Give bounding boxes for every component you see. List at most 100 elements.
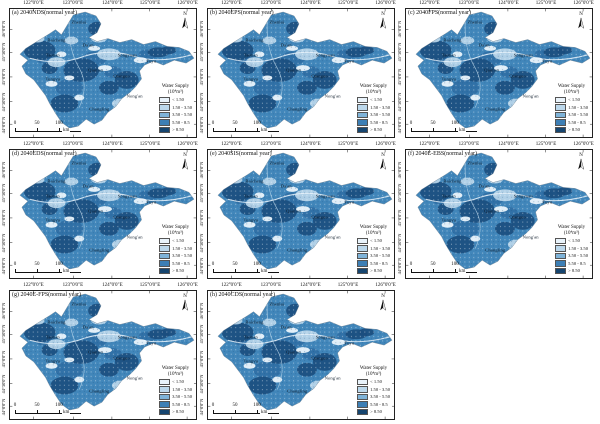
legend-swatch — [357, 119, 369, 126]
lon-tick-label: 123°0'0"E — [458, 142, 480, 147]
city-label: Taonan — [441, 52, 456, 58]
legend-label: 1.50 - 3.50 — [172, 386, 192, 392]
lon-tick-label: 125°0'0"E — [535, 1, 557, 6]
map-frame: (a) 2040NDS(normal year) N Zhenlai Baiche… — [9, 8, 197, 138]
legend-label: > 8.50 — [370, 127, 382, 133]
legend-subtitle: (10⁴m³) — [365, 371, 382, 377]
lon-tick-label: 126°0'0"E — [375, 142, 396, 147]
legend: Water Supply (10⁴m³) < 1.50 1.50 - 3.50 3.… — [553, 83, 590, 134]
city-label: Tongyu — [45, 76, 61, 82]
map-panel: 122°0'0"E 123°0'0"E 124°0'0"E 125°0'0"E 126°… — [198, 141, 396, 282]
legend-label: < 1.50 — [370, 379, 382, 385]
map-frame: (f) 2040E-EBS(normal year) N Zhenlai Baic… — [405, 149, 593, 279]
legend-title: Water Supply — [557, 84, 586, 90]
legend-swatch — [159, 386, 171, 393]
legend-entries: < 1.50 1.50 - 3.50 3.50 - 5.50 5.50 - 8.5 > … — [159, 378, 192, 415]
lon-tick-label: 125°0'0"E — [139, 283, 161, 288]
city-label: Zhenlai — [71, 160, 87, 166]
scale-tick — [213, 269, 214, 272]
city-labels: Zhenlai Baicheng Da'an Taonan Songyuan Fuyu Qi… — [10, 150, 196, 278]
city-label: Zhenlai — [71, 301, 87, 307]
city-label: Da'an — [478, 183, 490, 189]
city-label: Nong'an — [522, 234, 539, 240]
legend-label: 1.50 - 3.50 — [568, 245, 588, 251]
legend-label: < 1.50 — [370, 97, 382, 103]
legend-entry: 1.50 - 3.50 — [159, 386, 192, 393]
scale-bar: 0 50 100 km — [410, 262, 491, 274]
lon-tick-label: 122°0'0"E — [221, 283, 242, 288]
scale-numbers: 0 50 100 — [410, 121, 491, 127]
panel-title: (b) 2040EPS(normal year) — [210, 10, 274, 16]
legend-entry: 3.50 - 5.50 — [357, 252, 390, 259]
legend-entry: 1.50 - 3.50 — [555, 245, 588, 252]
scale-tick — [257, 410, 258, 413]
lon-tick-label: 122°0'0"E — [221, 1, 242, 6]
legend-label: < 1.50 — [568, 238, 580, 244]
panel-title: (d) 2040EDS(normal year) — [12, 151, 77, 157]
lon-tick-label: 123°0'0"E — [62, 1, 84, 6]
scale-tick-number: 100 — [253, 403, 261, 408]
lat-tick-label: 44°30'0"N — [1, 233, 6, 253]
legend-entry: > 8.50 — [357, 267, 390, 274]
lat-tick-label: 46°0'0"N — [397, 20, 402, 38]
legend-label: 5.50 - 8.5 — [568, 119, 586, 125]
scale-numbers: 0 50 100 — [212, 262, 293, 268]
legend-entry: 5.50 - 8.5 — [159, 260, 192, 267]
city-label: Da'an — [280, 42, 292, 48]
legend-entry: 3.50 - 5.50 — [555, 111, 588, 118]
lon-tick-label: 122°0'0"E — [23, 283, 44, 288]
legend-swatch — [357, 96, 369, 103]
lon-tick-label: 126°0'0"E — [177, 283, 198, 288]
map-frame: (c) 2040FPS(normal year) N Zhenlai Baiche… — [405, 8, 593, 138]
city-label: Fuyu — [146, 199, 157, 205]
longitude-axis: 122°0'0"E 123°0'0"E 124°0'0"E 125°0'0"E 126°… — [9, 141, 198, 149]
legend-entry: 3.50 - 5.50 — [159, 252, 192, 259]
lon-tick-label: 124°0'0"E — [300, 1, 321, 6]
legend-swatch — [357, 245, 369, 252]
legend-entries: < 1.50 1.50 - 3.50 3.50 - 5.50 5.50 - 8.5 > … — [357, 237, 390, 274]
city-label: Da'an — [478, 42, 490, 48]
legend-label: 3.50 - 5.50 — [172, 112, 192, 118]
lat-tick-label: 44°30'0"N — [1, 92, 6, 112]
lat-tick-label: 45°30'0"N — [199, 183, 204, 203]
city-labels: Zhenlai Baicheng Da'an Taonan Songyuan Fuyu Qi… — [406, 9, 592, 137]
scale-line: km — [15, 127, 81, 133]
scale-tick-number: 100 — [451, 121, 459, 126]
scale-tick-number: 50 — [232, 121, 238, 126]
legend-label: 5.50 - 8.5 — [370, 119, 388, 125]
legend-entry: < 1.50 — [357, 96, 390, 103]
city-label: Qianguo — [113, 73, 130, 79]
scale-bar: 0 50 100 km — [14, 403, 95, 415]
city-label: Fuyu — [344, 340, 355, 346]
latitude-axis: 46°0'0"N 45°30'0"N 45°0'0"N 44°30'0"N 44°0'0… — [0, 290, 9, 420]
lon-tick-label: 123°0'0"E — [260, 283, 282, 288]
latitude-axis: 46°0'0"N 45°30'0"N 45°0'0"N 44°30'0"N 44°0'0… — [0, 8, 9, 138]
legend: Water Supply (10⁴m³) < 1.50 1.50 - 3.50 3.… — [553, 224, 590, 275]
city-label: Fuyu — [542, 58, 553, 64]
legend-entry: 5.50 - 8.5 — [357, 119, 390, 126]
scale-tick-number: 50 — [232, 403, 238, 408]
scale-tick — [37, 128, 38, 131]
map-panel: 122°0'0"E 123°0'0"E 124°0'0"E 125°0'0"E 126°… — [198, 282, 396, 423]
choropleth-map — [208, 150, 394, 278]
legend-swatch — [357, 260, 369, 267]
legend-entry: 5.50 - 8.5 — [159, 119, 192, 126]
compass-icon — [578, 158, 585, 170]
city-label: Tongyu — [45, 217, 61, 223]
city-label: Taonan — [45, 334, 60, 340]
north-label: N — [183, 153, 187, 158]
lon-tick-label: 125°0'0"E — [337, 1, 359, 6]
city-label: Nong'an — [324, 93, 341, 99]
scale-unit: km — [260, 269, 269, 274]
city-label: Taonan — [243, 193, 258, 199]
map-panel: 122°0'0"E 123°0'0"E 124°0'0"E 125°0'0"E 126°… — [396, 0, 594, 141]
scale-tick-number: 0 — [211, 121, 215, 126]
city-label: Zhenlai — [269, 19, 285, 25]
lat-tick-label: 44°0'0"N — [199, 116, 204, 134]
scale-tick-number: 100 — [253, 262, 261, 267]
scale-numbers: 0 50 100 — [14, 262, 95, 268]
city-label: Baicheng — [245, 178, 264, 184]
legend-title: Water Supply — [359, 366, 388, 372]
city-label: Fuyu — [344, 199, 355, 205]
